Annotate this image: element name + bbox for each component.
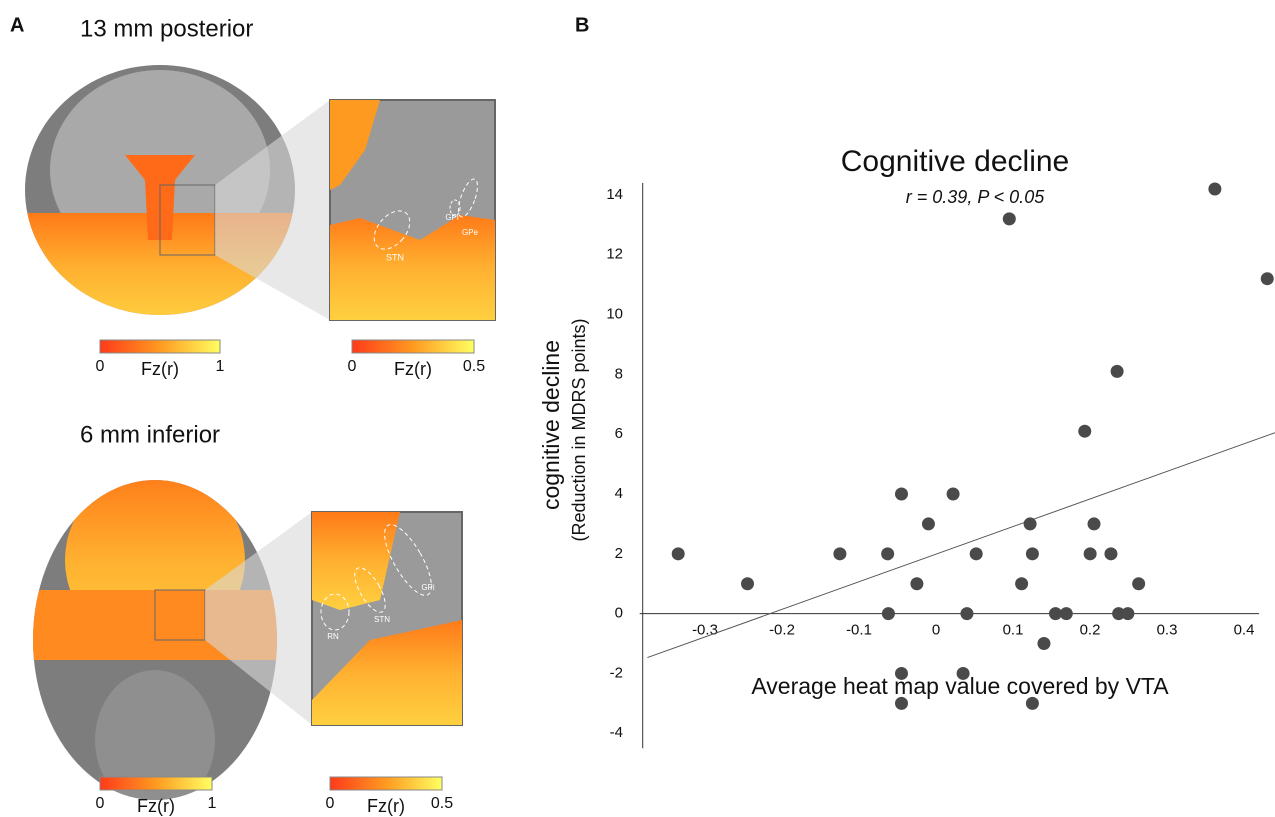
y-tick-label: 8 [615,365,623,382]
colorbar-label: Fz(r) [137,796,175,816]
point [1261,272,1274,285]
point [1078,425,1091,438]
x-tick-label: -0.3 [692,622,718,639]
point [960,607,973,620]
y-axis-sublabel: (Reduction in MDRS points) [569,318,589,541]
colorbar-min: 0 [326,795,335,812]
point [1111,365,1124,378]
point [910,577,923,590]
y-axis-label: cognitive decline [538,340,564,510]
point [1121,607,1134,620]
region-label: STN [374,615,390,624]
point [1088,517,1101,530]
point [881,547,894,560]
chart-title: Cognitive decline [841,145,1069,178]
point [1060,607,1073,620]
x-tick-label: 0.2 [1080,622,1101,639]
colorbar-label: Fz(r) [141,359,179,379]
panel-label: A [10,14,24,36]
slice-title: 6 mm inferior [80,421,220,448]
figure: A 13 mm posterior STN GPi GPe 6 mm infer… [0,0,1275,817]
colorbar-max: 0.5 [463,358,485,375]
point [1026,697,1039,710]
region-label: RN [327,632,339,641]
colorbar-min: 0 [348,358,357,375]
y-tick-label: -2 [610,664,623,681]
y-tick-label: 10 [606,306,623,323]
region-label: GPe [462,228,479,237]
point [882,607,895,620]
panel-label: B [575,14,589,36]
y-tick-label: 4 [615,485,623,502]
point [947,488,960,501]
colorbar [100,340,220,353]
point [833,547,846,560]
region-label: STN [386,252,404,262]
colorbar [100,777,212,790]
point [1104,547,1117,560]
point [1132,577,1145,590]
y-tick-label: 0 [615,605,623,622]
chart-subtitle: r = 0.39, P < 0.05 [906,187,1045,207]
fit-line [647,433,1275,658]
colorbar-min: 0 [96,795,105,812]
y-tick-label: 6 [615,425,623,442]
point [970,547,983,560]
point [895,697,908,710]
colorbar-label: Fz(r) [394,359,432,379]
x-tick-label: 0 [932,622,940,639]
point [1026,547,1039,560]
x-tick-label: 0.3 [1157,622,1178,639]
colorbar-min: 0 [96,358,105,375]
point [895,667,908,680]
point [1208,182,1221,195]
y-tick-label: -4 [610,724,623,741]
slice-title: 13 mm posterior [80,15,253,42]
point [895,488,908,501]
point [1024,517,1037,530]
y-tick-label: 12 [606,246,623,263]
colorbar-label: Fz(r) [367,796,405,816]
point [1003,212,1016,225]
point [922,517,935,530]
x-tick-label: -0.1 [846,622,872,639]
point [1015,577,1028,590]
y-tick-label: 14 [606,186,623,203]
colorbar [352,340,474,353]
axial-slice [30,470,462,810]
colorbar-max: 1 [208,795,217,812]
x-tick-label: -0.2 [769,622,795,639]
point [741,577,754,590]
point [1084,547,1097,560]
colorbar-max: 1 [216,358,225,375]
point [672,547,685,560]
region-label: GPi [445,213,459,222]
x-tick-label: 0.1 [1003,622,1024,639]
coronal-slice [20,65,495,323]
y-tick-label: 2 [615,545,623,562]
colorbar-max: 0.5 [431,795,453,812]
colorbar [330,777,442,790]
region-label: GPi [421,583,435,592]
x-tick-label: 0.4 [1234,622,1255,639]
point [957,667,970,680]
point [1037,637,1050,650]
